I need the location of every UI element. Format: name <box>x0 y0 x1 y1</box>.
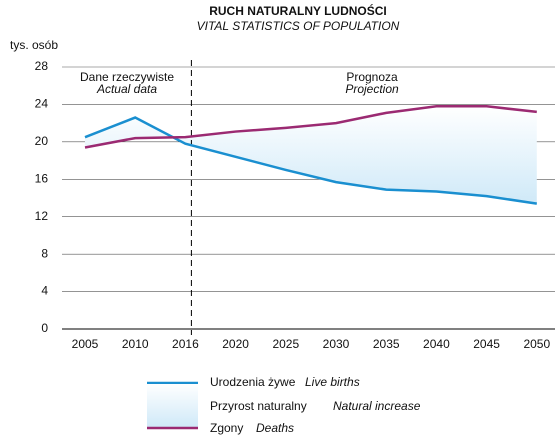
x-tick-label: 2005 <box>72 337 99 351</box>
y-tick-label: 0 <box>41 321 48 335</box>
chart-subtitle: VITAL STATISTICS OF POPULATION <box>197 19 400 33</box>
x-tick-label: 2025 <box>272 337 299 351</box>
series-line <box>84 116 537 205</box>
natural-increase-area <box>85 106 537 204</box>
annotation: Prognoza <box>346 70 398 84</box>
annotation: Dane rzeczywiste <box>80 70 174 84</box>
legend-swatch <box>147 384 198 427</box>
x-tick-label: 2045 <box>473 337 500 351</box>
y-tick-label: 4 <box>41 284 48 298</box>
annotation: Projection <box>345 82 399 96</box>
x-tick-label: 2050 <box>523 337 550 351</box>
legend-label: Deaths <box>256 421 294 435</box>
x-tick-label: 2016 <box>172 337 199 351</box>
x-tick-label: 2040 <box>423 337 450 351</box>
legend-label: Urodzenia żywe <box>210 375 296 389</box>
y-tick-label: 20 <box>35 134 49 148</box>
series-line <box>84 105 537 149</box>
x-tick-label: 2030 <box>323 337 350 351</box>
legend-label: Live births <box>305 375 360 389</box>
legend-label: Zgony <box>210 421 243 435</box>
x-tick-label: 2020 <box>222 337 249 351</box>
y-tick-label: 24 <box>35 97 49 111</box>
legend-label: Natural increase <box>333 399 421 413</box>
y-axis-label: tys. osób <box>10 38 58 52</box>
x-tick-label: 2010 <box>122 337 149 351</box>
annotation: Actual data <box>96 82 157 96</box>
x-tick-label: 2035 <box>373 337 400 351</box>
y-tick-label: 16 <box>35 171 49 185</box>
y-tick-label: 12 <box>35 209 49 223</box>
y-tick-label: 28 <box>35 59 49 73</box>
legend-label: Przyrost naturalny <box>210 399 307 413</box>
chart-title: RUCH NATURALNY LUDNOŚCI <box>209 3 387 18</box>
y-tick-label: 8 <box>41 246 48 260</box>
